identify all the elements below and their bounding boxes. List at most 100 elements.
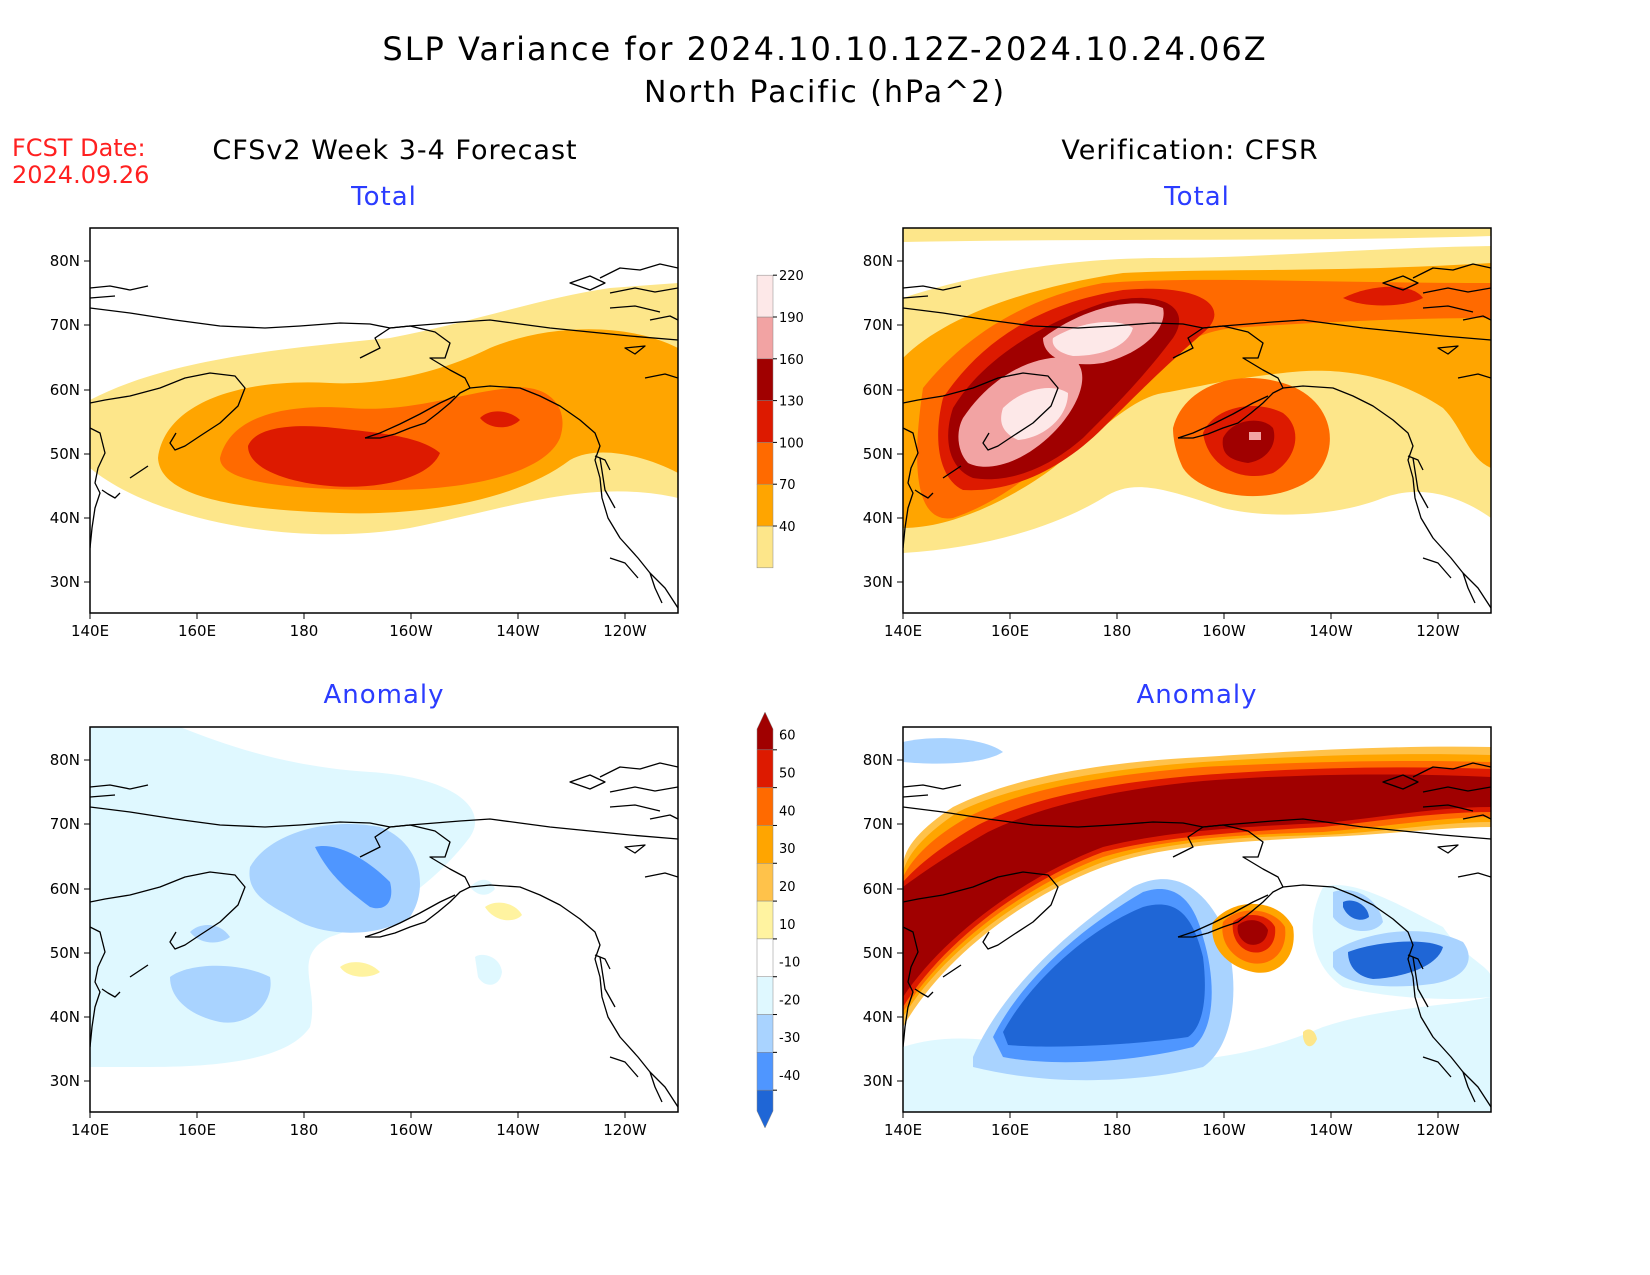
- colorbar-anomaly-label: 50: [779, 767, 796, 782]
- colorbar-anomaly-label: 30: [779, 842, 796, 857]
- colorbar-total-swatch: [756, 274, 774, 318]
- verification-anomaly-field: [903, 727, 1491, 1112]
- forecast-anomaly-frame: [89, 726, 679, 1113]
- lat-tick-label: 70N: [50, 815, 80, 833]
- colorbar-anomaly-label: 20: [779, 880, 796, 895]
- page-subtitle: North Pacific (hPa^2): [643, 75, 1007, 110]
- colorbar-anomaly-swatch: [756, 787, 774, 826]
- verification-total-title: Total: [1164, 182, 1230, 212]
- lat-tick-label: 30N: [863, 573, 893, 591]
- fcst-date-value: 2024.09.26: [12, 161, 150, 189]
- colorbar-total-swatch: [756, 525, 774, 569]
- lon-tick-label: 160E: [991, 622, 1029, 640]
- colorbar-anomaly-label: 10: [779, 918, 796, 933]
- lon-tick-label: 180: [1103, 622, 1132, 640]
- lat-tick-label: 60N: [50, 381, 80, 399]
- lat-tick-label: 60N: [863, 880, 893, 898]
- lon-tick-label: 120W: [603, 1121, 647, 1139]
- lat-tick-label: 30N: [50, 1072, 80, 1090]
- colorbar-anomaly-label: 40: [779, 804, 796, 819]
- colorbar-total-label: 130: [779, 395, 804, 410]
- lat-tick-label: 80N: [863, 751, 893, 769]
- lon-tick-label: 120W: [1416, 1121, 1460, 1139]
- colorbar-anomaly-swatch: [756, 1089, 774, 1129]
- lat-tick-label: 40N: [50, 509, 80, 527]
- lat-tick-label: 80N: [50, 751, 80, 769]
- forecast-total-frame: [89, 227, 679, 614]
- colorbar-anomaly-swatch: [756, 1014, 774, 1053]
- lon-tick-label: 120W: [1416, 622, 1460, 640]
- lat-tick-label: 50N: [50, 445, 80, 463]
- verification-total-field: [903, 228, 1491, 613]
- lon-tick-label: 160E: [178, 1121, 216, 1139]
- colorbar-total-label: 40: [779, 520, 796, 535]
- lon-tick-label: 120W: [603, 622, 647, 640]
- colorbar-total-swatch: [756, 316, 774, 360]
- colorbar-anomaly-swatch: [756, 1052, 774, 1091]
- lon-tick-label: 160W: [389, 622, 433, 640]
- lon-tick-label: 180: [290, 622, 319, 640]
- lon-tick-label: 140W: [1309, 1121, 1353, 1139]
- lat-tick-label: 50N: [50, 944, 80, 962]
- lat-tick-label: 80N: [50, 252, 80, 270]
- colorbar-total-label: 160: [779, 353, 804, 368]
- verification-anomaly-frame: [902, 726, 1492, 1113]
- colorbar-anomaly-label: -30: [779, 1031, 800, 1046]
- lon-tick-label: 140W: [496, 622, 540, 640]
- lon-tick-label: 160W: [1202, 622, 1246, 640]
- fcst-date-label: FCST Date:: [12, 134, 146, 162]
- page-title: SLP Variance for 2024.10.10.12Z-2024.10.…: [382, 30, 1268, 68]
- lat-tick-label: 70N: [863, 316, 893, 334]
- lat-tick-label: 80N: [863, 252, 893, 270]
- lat-tick-label: 70N: [50, 316, 80, 334]
- colorbar-anomaly-swatch: [756, 900, 774, 940]
- lon-tick-label: 140E: [71, 622, 109, 640]
- lon-tick-label: 140E: [884, 622, 922, 640]
- forecast-total-field: [90, 228, 678, 613]
- colorbar-total-label: 220: [779, 269, 804, 284]
- colorbar-total-swatch: [756, 483, 774, 527]
- lat-tick-label: 60N: [863, 381, 893, 399]
- colorbar-total-label: 190: [779, 311, 804, 326]
- colorbar-total: 40 70 100 130 160 190 220: [756, 269, 804, 569]
- forecast-column-title: CFSv2 Week 3-4 Forecast: [212, 135, 578, 166]
- lon-tick-label: 180: [1103, 1121, 1132, 1139]
- colorbar-anomaly-swatch: [756, 825, 774, 864]
- colorbar-total-label: 100: [779, 436, 804, 451]
- lon-tick-label: 140W: [1309, 622, 1353, 640]
- lat-tick-label: 40N: [863, 1008, 893, 1026]
- lon-tick-label: 160E: [178, 622, 216, 640]
- colorbar-anomaly-label: -10: [779, 956, 800, 971]
- lat-tick-label: 60N: [50, 880, 80, 898]
- lat-tick-label: 70N: [863, 815, 893, 833]
- colorbar-anomaly: 60 50 40 30 20 10 -10 -20 -30 -40: [756, 711, 800, 1129]
- verification-anomaly-title: Anomaly: [1136, 680, 1258, 710]
- lat-tick-label: 30N: [863, 1072, 893, 1090]
- lat-tick-label: 30N: [50, 573, 80, 591]
- colorbar-total-label: 70: [779, 478, 796, 493]
- verification-column-title: Verification: CFSR: [1061, 135, 1319, 166]
- lat-tick-label: 40N: [863, 509, 893, 527]
- lat-tick-label: 50N: [863, 944, 893, 962]
- lon-tick-label: 180: [290, 1121, 319, 1139]
- colorbar-anomaly-swatch: [756, 711, 774, 751]
- forecast-anomaly-field: [90, 727, 678, 1112]
- forecast-anomaly-title: Anomaly: [323, 680, 445, 710]
- colorbar-anomaly-swatch: [756, 976, 774, 1015]
- lat-tick-label: 40N: [50, 1008, 80, 1026]
- lon-tick-label: 160W: [1202, 1121, 1246, 1139]
- colorbar-anomaly-swatch: [756, 938, 774, 977]
- colorbar-total-swatch: [756, 442, 774, 485]
- colorbar-total-swatch: [756, 358, 774, 401]
- colorbar-anomaly-swatch: [756, 863, 774, 902]
- colorbar-total-swatch: [756, 400, 774, 443]
- lon-tick-label: 160W: [389, 1121, 433, 1139]
- lon-tick-label: 140E: [884, 1121, 922, 1139]
- map-axes: 140E 160E 180 160W 140W 120W 80N 70N 60N 50N 40N 30…: [50, 252, 1460, 1139]
- lat-tick-label: 50N: [863, 445, 893, 463]
- colorbar-anomaly-swatch: [756, 749, 774, 788]
- lon-tick-label: 140W: [496, 1121, 540, 1139]
- colorbar-anomaly-label: -40: [779, 1069, 800, 1084]
- colorbar-anomaly-label: 60: [779, 729, 796, 744]
